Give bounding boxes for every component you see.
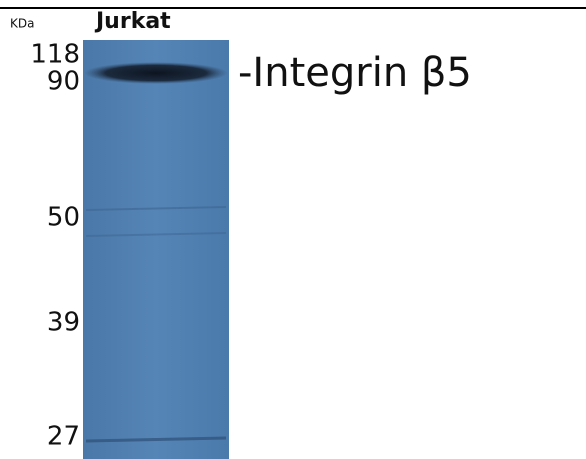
lane-label: Jurkat [94,9,171,34]
main-band [84,62,228,84]
band-label: -Integrin β5 [238,50,472,96]
marker-label: 39 [47,308,80,338]
marker-label: 50 [47,203,80,233]
blot-figure: KDa Jurkat 11890 50 39 27 -Integrin β5 [0,0,586,459]
unit-label: KDa [10,17,34,31]
marker-label: 90 [47,67,80,97]
marker-label: 118 [30,40,80,70]
blot-lane [83,40,229,459]
marker-label: 27 [47,422,80,452]
